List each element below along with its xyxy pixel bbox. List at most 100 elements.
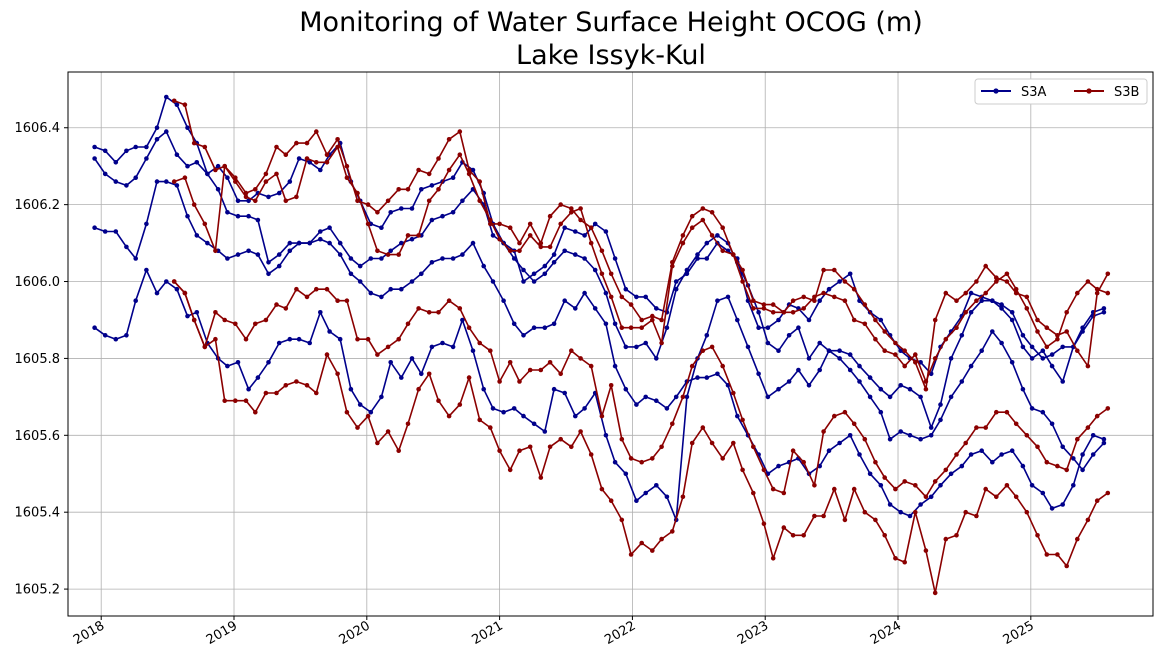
- data-point: [765, 325, 771, 331]
- data-point: [832, 413, 837, 419]
- data-point: [812, 294, 817, 300]
- data-point: [612, 363, 618, 369]
- data-point: [842, 517, 848, 523]
- series-s3b-track-2: [171, 144, 1111, 384]
- data-point: [700, 206, 706, 211]
- data-point: [375, 248, 380, 254]
- data-point: [399, 206, 404, 211]
- data-point: [1075, 290, 1080, 296]
- data-point: [715, 371, 720, 377]
- data-point: [283, 383, 289, 388]
- data-point: [1049, 506, 1055, 511]
- data-point: [756, 310, 761, 315]
- data-point: [294, 379, 299, 384]
- data-point: [1085, 425, 1091, 430]
- data-point: [337, 252, 343, 257]
- data-point: [943, 336, 949, 342]
- data-point: [608, 383, 614, 388]
- data-point: [664, 325, 670, 331]
- data-point: [994, 494, 999, 500]
- data-point: [887, 502, 893, 507]
- data-point: [405, 321, 411, 327]
- data-point: [887, 436, 893, 442]
- data-point: [551, 260, 557, 265]
- data-point: [511, 406, 517, 411]
- data-point: [893, 340, 898, 346]
- data-point: [466, 325, 472, 331]
- data-point: [507, 225, 513, 230]
- x-tick-label: 2020: [337, 618, 373, 648]
- data-point: [287, 179, 293, 184]
- data-point: [983, 290, 988, 296]
- data-point: [194, 233, 200, 238]
- data-point: [990, 298, 995, 304]
- data-point: [932, 590, 938, 596]
- data-point: [551, 252, 557, 257]
- data-point: [837, 348, 842, 354]
- data-point: [928, 425, 934, 430]
- data-point: [643, 394, 648, 400]
- data-point: [893, 352, 898, 357]
- data-point: [385, 344, 391, 350]
- data-point: [654, 398, 659, 404]
- data-point: [588, 225, 594, 230]
- data-point: [466, 171, 472, 177]
- data-point: [225, 256, 230, 261]
- data-point: [923, 548, 929, 553]
- data-point: [1080, 452, 1085, 457]
- data-point: [154, 137, 160, 142]
- data-point: [171, 179, 177, 184]
- data-point: [578, 217, 583, 223]
- data-point: [588, 363, 594, 369]
- data-point: [588, 452, 594, 457]
- data-point: [670, 529, 675, 534]
- data-point: [457, 306, 463, 311]
- data-point: [233, 179, 238, 184]
- data-point: [1055, 552, 1060, 557]
- data-point: [751, 490, 756, 496]
- data-point: [507, 248, 513, 254]
- data-point: [191, 317, 197, 323]
- data-point: [963, 509, 968, 515]
- data-point: [770, 556, 776, 561]
- data-point: [851, 317, 857, 323]
- data-point: [246, 248, 251, 254]
- data-point: [826, 348, 832, 354]
- data-point: [1035, 444, 1040, 450]
- data-point: [882, 475, 887, 480]
- data-point: [999, 452, 1004, 457]
- data-point: [603, 290, 609, 296]
- data-point: [296, 240, 302, 246]
- data-point: [542, 429, 548, 434]
- data-point: [457, 129, 463, 134]
- data-point: [1060, 444, 1065, 450]
- data-point: [205, 171, 210, 177]
- data-point: [324, 352, 330, 357]
- data-point: [253, 187, 258, 192]
- data-point: [659, 317, 664, 323]
- data-point: [266, 260, 271, 265]
- data-point: [801, 459, 806, 465]
- data-point: [588, 240, 594, 246]
- data-point: [979, 298, 984, 304]
- data-point: [182, 290, 188, 296]
- data-point: [375, 352, 380, 357]
- data-point: [102, 333, 108, 338]
- data-point: [102, 171, 108, 177]
- data-point: [375, 440, 380, 446]
- data-point: [164, 179, 169, 184]
- data-point: [898, 383, 903, 388]
- series-layer: [92, 94, 1111, 596]
- data-point: [851, 286, 857, 292]
- data-point: [124, 244, 129, 250]
- data-point: [348, 386, 354, 392]
- data-point: [144, 144, 149, 150]
- data-point: [1080, 329, 1085, 334]
- data-point: [700, 217, 706, 223]
- data-point: [756, 371, 761, 377]
- data-point: [720, 456, 725, 461]
- data-point: [477, 198, 483, 204]
- data-point: [399, 240, 404, 246]
- data-point: [164, 129, 169, 134]
- data-point: [304, 140, 310, 146]
